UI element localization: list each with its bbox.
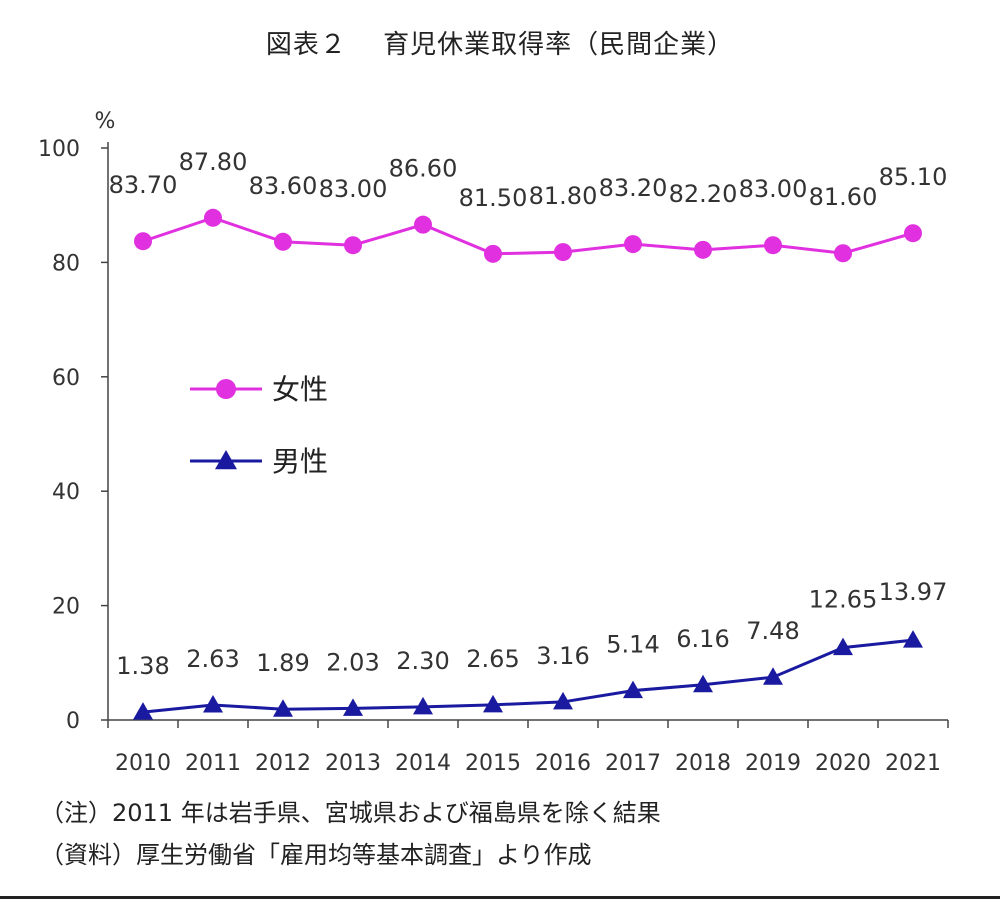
x-tick-label: 2015 xyxy=(465,751,521,776)
data-label: 83.00 xyxy=(739,175,808,203)
data-point xyxy=(833,637,853,656)
data-point xyxy=(273,699,293,717)
y-tick-label: 40 xyxy=(52,480,80,505)
data-label: 83.20 xyxy=(599,174,668,202)
data-label: 2.63 xyxy=(186,645,239,673)
x-tick-label: 2013 xyxy=(325,751,381,776)
data-point xyxy=(903,630,923,648)
x-tick-label: 2011 xyxy=(185,751,241,776)
data-label: 81.80 xyxy=(529,182,598,210)
data-point xyxy=(624,235,642,254)
data-label: 5.14 xyxy=(606,631,659,659)
data-label: 81.60 xyxy=(809,183,878,211)
data-point xyxy=(204,208,222,227)
data-point xyxy=(623,680,643,699)
legend-label: 女性 xyxy=(272,373,328,406)
data-point xyxy=(904,224,922,243)
x-tick-label: 2012 xyxy=(255,751,311,776)
y-tick-label: 80 xyxy=(52,251,80,276)
data-label: 3.16 xyxy=(536,642,589,670)
data-point xyxy=(413,696,433,715)
line-chart: 0 20 40 60 80 100% 2010 2011 2012 2013 2014 2015 201… xyxy=(38,109,949,776)
data-label: 87.80 xyxy=(179,148,248,176)
x-tick-label: 2018 xyxy=(675,751,731,776)
data-point xyxy=(763,667,783,685)
data-label: 81.50 xyxy=(459,184,528,212)
data-label: 83.60 xyxy=(249,172,318,200)
legend-label: 男性 xyxy=(272,445,328,478)
data-point xyxy=(553,691,573,710)
data-label: 83.00 xyxy=(319,175,388,203)
y-tick-label: 20 xyxy=(52,595,80,620)
data-label: 2.65 xyxy=(466,645,519,673)
data-point xyxy=(133,702,153,720)
y-tick-label: 60 xyxy=(52,366,80,391)
data-label: 1.89 xyxy=(256,649,309,677)
data-label: 85.10 xyxy=(879,163,948,191)
chart-title: 図表２ 育児休業取得率（民間企業） xyxy=(265,30,735,60)
data-point xyxy=(694,240,712,259)
data-point xyxy=(483,694,503,713)
data-label: 82.20 xyxy=(669,180,738,208)
data-point xyxy=(203,694,223,713)
footnote: （注）2011 年は岩手県、宮城県および福島県を除く結果 xyxy=(40,799,661,827)
legend-marker xyxy=(215,450,237,470)
data-label: 83.70 xyxy=(109,171,178,199)
data-label: 2.30 xyxy=(396,647,449,675)
series-line xyxy=(142,638,914,714)
x-tick-label: 2021 xyxy=(885,751,941,776)
bottom-rule xyxy=(0,896,1000,899)
y-axis-label: % xyxy=(95,109,116,134)
y-tick-label: 0 xyxy=(66,709,80,734)
series-line xyxy=(142,216,914,256)
x-tick-label: 2016 xyxy=(535,751,591,776)
data-point xyxy=(414,215,432,234)
data-point xyxy=(554,243,572,262)
x-tick-label: 2010 xyxy=(115,751,171,776)
x-tick-label: 2019 xyxy=(745,751,801,776)
data-label: 1.38 xyxy=(116,652,169,680)
data-label: 7.48 xyxy=(746,617,799,645)
data-label: 86.60 xyxy=(389,155,458,183)
x-tick-label: 2020 xyxy=(815,751,871,776)
data-point xyxy=(344,236,362,255)
data-point xyxy=(343,698,363,716)
data-label: 6.16 xyxy=(676,625,729,653)
x-tick-label: 2014 xyxy=(395,751,451,776)
data-point xyxy=(693,674,713,693)
legend-marker xyxy=(216,379,236,399)
data-point xyxy=(484,244,502,263)
source-note: （資料）厚生労働省「雇用均等基本調査」より作成 xyxy=(40,841,592,869)
y-tick-label: 100 xyxy=(38,137,80,162)
data-point xyxy=(834,244,852,263)
data-point xyxy=(274,232,292,251)
data-label: 13.97 xyxy=(879,578,948,606)
data-label: 2.03 xyxy=(326,648,379,676)
data-point xyxy=(134,232,152,251)
x-tick-label: 2017 xyxy=(605,751,661,776)
data-label: 12.65 xyxy=(809,586,878,614)
data-point xyxy=(764,236,782,255)
